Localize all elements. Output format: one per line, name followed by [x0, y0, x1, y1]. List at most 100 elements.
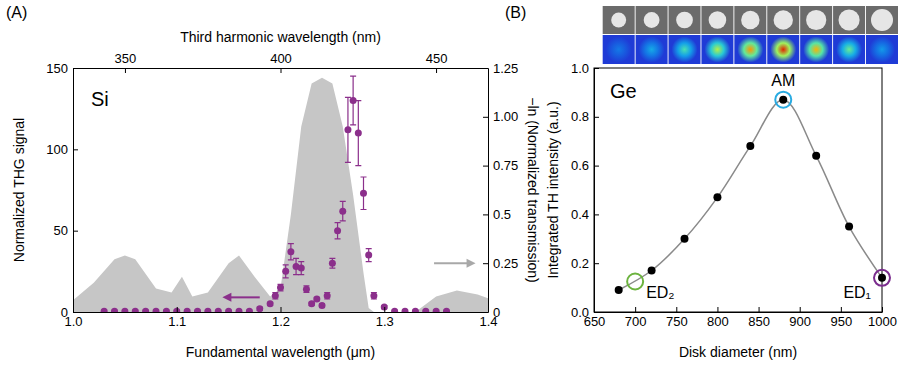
tick: 700 [625, 307, 647, 329]
intensity-point [681, 235, 689, 243]
heat-blob [639, 37, 665, 63]
tick-mark [676, 307, 677, 312]
x-axis-title: Disk diameter (nm) [679, 344, 797, 360]
thg-point [225, 308, 232, 312]
axis-line [73, 69, 74, 313]
tick: 900 [789, 307, 811, 329]
sem-tile [636, 6, 668, 34]
plot-frame [594, 68, 882, 312]
sem-disk [871, 9, 893, 31]
thg-point [194, 308, 201, 312]
annotations: AM ED₂ ED₁ [627, 72, 890, 301]
tick-label: 800 [707, 314, 729, 329]
tick-mark [73, 231, 78, 232]
tick-mark [594, 68, 599, 69]
tick-mark [594, 312, 599, 313]
heat-blob [869, 37, 895, 63]
sem-tile [833, 6, 865, 34]
tick-label: 1.25 [493, 61, 518, 76]
tick: 450 [426, 51, 448, 73]
tick-mark [594, 117, 599, 118]
tick-mark [635, 307, 636, 312]
intensity-point [812, 152, 820, 160]
annotation-label: ED₁ [843, 284, 871, 301]
tick-label: 950 [831, 314, 853, 329]
thg-point [282, 268, 289, 275]
thg-point [329, 260, 336, 267]
sem-disk [676, 12, 693, 29]
tick-label: 0 [61, 305, 68, 320]
tick: 100 [46, 142, 78, 157]
tick: 1.00 [483, 109, 518, 124]
tick-mark [73, 149, 78, 150]
tick-label: 100 [46, 142, 68, 157]
thg-point [277, 284, 284, 291]
thg-point [215, 308, 222, 312]
points [101, 97, 450, 312]
sem-disk [774, 10, 793, 29]
panel-title: Si [91, 88, 109, 110]
tick-mark [281, 307, 282, 312]
tick-mark [483, 166, 488, 167]
thg-point [163, 308, 170, 312]
tick-label: 850 [748, 314, 770, 329]
sem-tile [669, 6, 701, 34]
error-bar [303, 286, 309, 293]
heat-blob [737, 37, 763, 63]
thg-point [344, 126, 351, 133]
tick-mark [483, 117, 488, 118]
error-bar [366, 249, 372, 262]
x-axis: 1.01.11.21.31.4 [64, 307, 497, 329]
tick-label: 400 [270, 51, 292, 66]
tick-label: 450 [426, 51, 448, 66]
thg-point [101, 308, 108, 312]
intensity-point [845, 223, 853, 231]
intensity-point [615, 286, 623, 294]
sem-disk [806, 10, 826, 30]
heat-tile [603, 35, 635, 64]
tick: 1.2 [272, 307, 290, 329]
tick-label: 1.1 [168, 314, 186, 329]
sem-disk [709, 11, 727, 29]
sem-tile [701, 6, 733, 34]
thg-point [236, 308, 243, 312]
thg-point [287, 248, 294, 255]
x-axis-title: Fundamental wavelength (μm) [186, 344, 375, 360]
tick-mark [759, 307, 760, 312]
tick-mark [73, 68, 78, 69]
tick-label: 0.6 [571, 158, 589, 173]
tick: 0.75 [483, 158, 518, 173]
tick-mark [281, 68, 282, 73]
tick-label: 1000 [868, 314, 897, 329]
tick: 0 [483, 305, 500, 320]
intensity-point [878, 274, 886, 282]
figure: 1.01.11.21.31.435040045005010015000.250.… [0, 0, 905, 369]
error-bar [340, 201, 346, 221]
tick: 0.25 [483, 256, 518, 271]
tick-label: 0.4 [571, 207, 589, 222]
sem-disk [839, 9, 860, 30]
annotation-label: AM [771, 72, 795, 89]
tick: 1000 [868, 307, 897, 329]
thg-point [121, 308, 128, 312]
thg-point [360, 190, 367, 197]
tick-mark [483, 263, 488, 264]
thg-point [132, 308, 139, 312]
annotation-label: ED₂ [646, 284, 674, 301]
tick: 50 [54, 223, 78, 238]
axis-line [594, 69, 595, 313]
error-bar [371, 292, 377, 299]
y-axis: 050100150 [46, 61, 78, 320]
thg-point [184, 308, 191, 312]
thg-point [142, 308, 149, 312]
tick-mark [717, 307, 718, 312]
sem-tile [603, 6, 635, 34]
tick-label: 0.8 [571, 109, 589, 124]
arrow-left [228, 296, 259, 298]
tick-label: 1.2 [272, 314, 290, 329]
heat-tile [800, 35, 832, 64]
thg-point [173, 308, 180, 312]
tick-mark [384, 307, 385, 312]
heat-tile [833, 35, 865, 64]
error-bar [278, 284, 284, 291]
